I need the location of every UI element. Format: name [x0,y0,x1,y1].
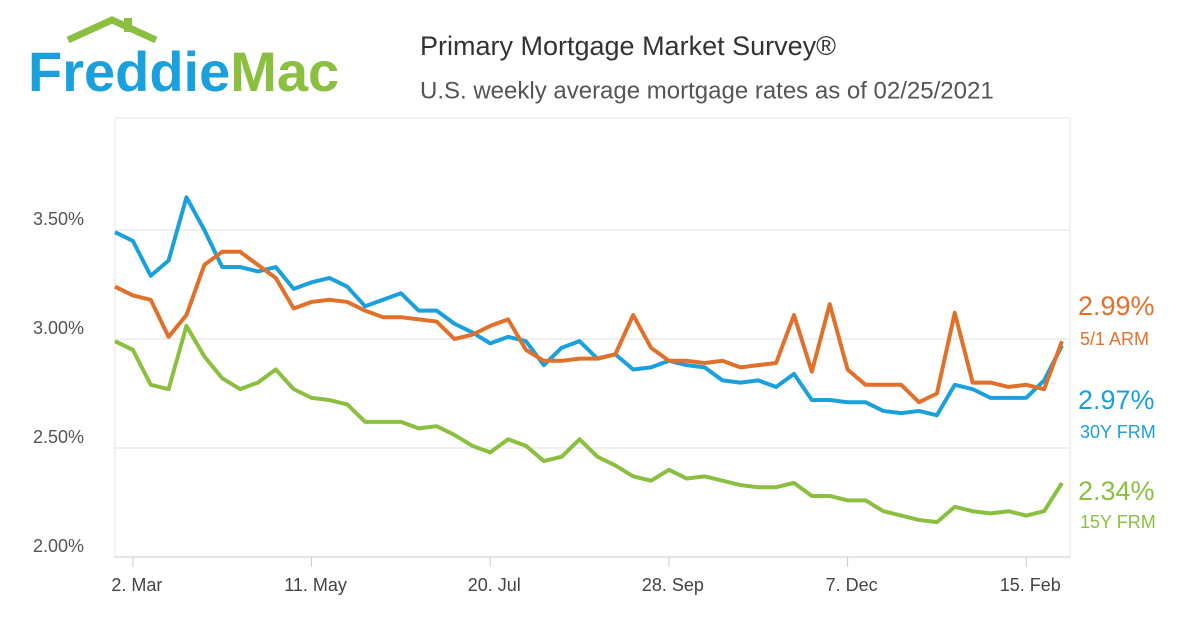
series-line [114,249,1064,405]
logo-roof [66,16,158,44]
value-label: 2.34% [1078,476,1155,506]
x-tick-label: 15. Feb [1000,575,1061,595]
logo: FreddieMac [28,40,339,103]
chart-subtitle: U.S. weekly average mortgage rates as of… [420,77,994,104]
value-label: 2.97% [1078,385,1155,415]
chart-title: Primary Mortgage Market Survey® [420,31,836,61]
y-tick-label: 2.50% [33,427,84,447]
x-tick-label: 28. Sep [642,575,704,595]
x-tick-label: 2. Mar [111,575,162,595]
logo-second: Mac [230,40,339,103]
x-tick-label: 11. May [284,575,347,595]
legend-label: 15Y FRM [1080,512,1156,532]
series-line [114,195,1064,418]
y-tick-label: 3.00% [33,318,84,338]
plot-area [114,117,1071,558]
logo-chimney [124,18,132,32]
x-tick-label: 20. Jul [468,575,521,595]
legend-label: 5/1 ARM [1080,329,1149,349]
value-label: 2.99% [1078,291,1155,321]
x-tick-label: 7. Dec [826,575,878,595]
y-tick-label: 2.00% [33,536,84,556]
logo-first: Freddie [28,40,230,103]
y-tick-label: 3.50% [33,209,84,229]
series-line [114,323,1064,525]
legend-label: 30Y FRM [1080,422,1156,442]
